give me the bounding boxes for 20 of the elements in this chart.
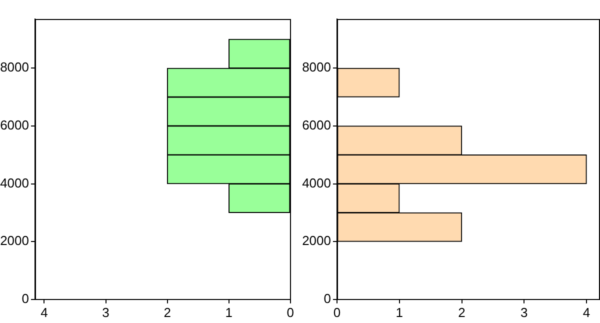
- x-tick-label: 2: [164, 304, 171, 320]
- x-tick-label: 1: [396, 304, 403, 320]
- y-tick-label: 4000: [0, 175, 29, 190]
- x-tick-label: 1: [225, 304, 232, 320]
- x-tick-label: 2: [458, 304, 466, 320]
- x-tick-label: 3: [520, 304, 528, 320]
- x-tick-label: 0: [333, 304, 341, 320]
- y-tick-label: 8000: [302, 60, 331, 75]
- x-tick-label: 0: [286, 304, 294, 320]
- y-tick-label: 6000: [0, 118, 29, 133]
- y-tick-label: 6000: [302, 118, 331, 133]
- y-tick-label: 4000: [302, 175, 331, 190]
- y-tick-label: 2000: [0, 233, 29, 248]
- y-tick-label: 8000: [0, 60, 29, 75]
- y-tick-label: 0: [324, 290, 331, 306]
- x-tick-label: 4: [40, 304, 48, 320]
- x-tick-label: 4: [582, 304, 590, 320]
- y-tick-label: 0: [22, 290, 29, 306]
- x-tick-label: 3: [102, 304, 110, 320]
- y-tick-label: 2000: [302, 233, 331, 248]
